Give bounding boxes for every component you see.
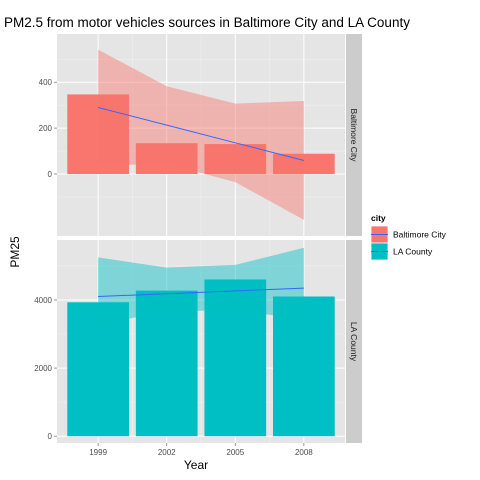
legend-title: city [371,213,386,223]
y-tick-label: 0 [48,170,53,179]
legend: city Baltimore City LA County [370,213,447,261]
facet-strip-label: Baltimore City [349,109,359,163]
confidence-ribbon [98,247,304,326]
confidence-ribbon [98,49,304,220]
bar-baltimore-city-2005 [204,144,267,175]
bar-baltimore-city-2002 [135,143,198,175]
bar-baltimore-city-2008 [273,153,335,175]
legend-label: Baltimore City [393,230,447,240]
legend-key-la-county: LA County [370,242,433,261]
x-tick-label: 1999 [89,448,107,457]
y-tick-label: 2000 [34,364,52,373]
x-tick-label: 2002 [158,448,176,457]
y-tick-label: 4000 [34,296,52,305]
bar-la-county-2008 [273,296,335,437]
x-tick-label: 2005 [226,448,244,457]
facet-panel-0: 0 200 400 Baltimore City [39,34,362,236]
x-tick-label: 2008 [295,448,313,457]
facet-panel-1: 0 2000 4000 LA County [34,240,362,443]
y-tick-label: 400 [39,78,53,87]
chart-title: PM2.5 from motor vehicles sources in Bal… [4,15,410,30]
facet-panels: 0 200 400 Baltimore City 0 2000 4000 LA County 1… [34,34,362,457]
x-axis-title: Year [184,458,208,472]
facet-strip-label: LA County [349,322,359,362]
legend-key-baltimore-city: Baltimore City [370,225,447,244]
trend-line [97,107,305,161]
facet-strip [346,240,362,443]
bar-la-county-2002 [135,290,198,437]
bar-la-county-1999 [67,302,129,437]
y-tick-label: 0 [48,432,53,441]
y-tick-label: 200 [39,124,53,133]
legend-label: LA County [393,247,433,257]
y-axis-title: PM25 [8,236,22,268]
bar-la-county-2005 [204,279,267,437]
trend-line [98,287,304,297]
facet-strip [346,34,362,236]
